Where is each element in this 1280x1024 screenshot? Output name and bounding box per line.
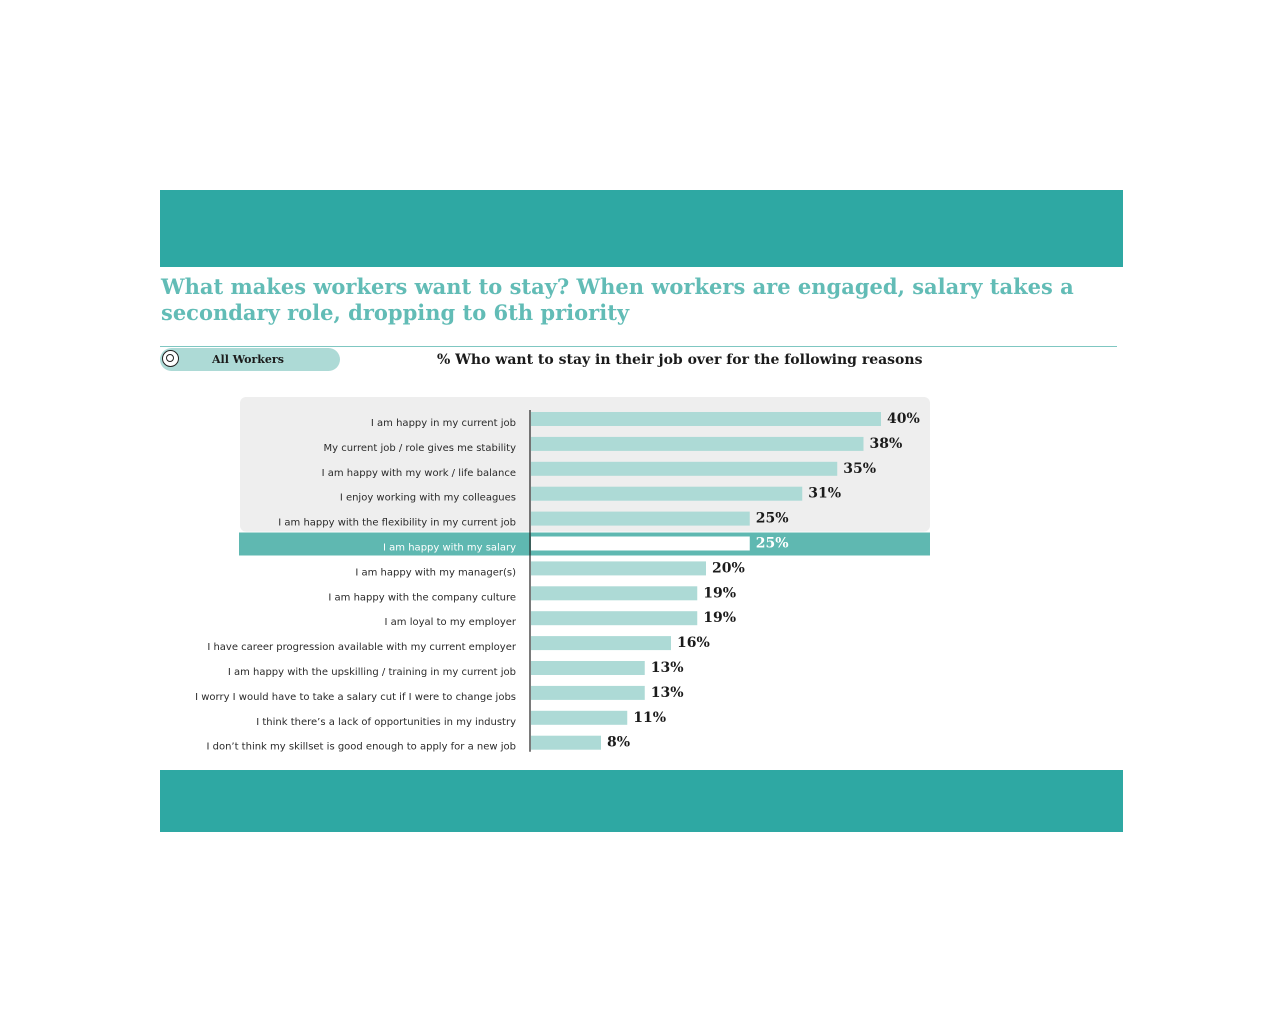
page-title: What makes workers want to stay? When wo… bbox=[161, 274, 1074, 325]
value-label: 19% bbox=[703, 585, 736, 601]
value-label: 8% bbox=[607, 735, 630, 751]
bar bbox=[531, 461, 838, 476]
category-label: I am happy with the upskilling / trainin… bbox=[228, 667, 516, 678]
all-workers-toggle[interactable]: All Workers bbox=[160, 348, 340, 371]
category-label: I am happy with the company culture bbox=[328, 592, 516, 603]
category-label: I worry I would have to take a salary cu… bbox=[195, 692, 516, 703]
category-label: I think there’s a lack of opportunities … bbox=[256, 717, 516, 728]
radio-selected-icon bbox=[162, 350, 179, 367]
bar bbox=[531, 636, 671, 651]
bar bbox=[531, 536, 750, 551]
bar bbox=[531, 436, 864, 451]
category-label: I am happy in my current job bbox=[371, 418, 516, 429]
value-label: 38% bbox=[870, 436, 903, 452]
bar bbox=[531, 412, 881, 426]
value-label: 40% bbox=[887, 411, 920, 427]
bar bbox=[531, 735, 601, 750]
header-band bbox=[160, 190, 1123, 267]
category-label: I don’t think my skillset is good enough… bbox=[206, 742, 516, 753]
value-label: 11% bbox=[633, 710, 666, 726]
category-label: I am happy with the flexibility in my cu… bbox=[278, 518, 516, 529]
divider bbox=[160, 346, 1117, 347]
category-label: I have career progression available with… bbox=[207, 642, 517, 653]
category-label: My current job / role gives me stability bbox=[323, 443, 516, 454]
category-label: I am loyal to my employer bbox=[385, 617, 517, 628]
chart-title: % Who want to stay in their job over for… bbox=[437, 352, 923, 368]
category-label: I am happy with my salary bbox=[383, 543, 516, 554]
value-label: 31% bbox=[808, 486, 841, 502]
value-label: 13% bbox=[651, 685, 684, 701]
value-label: 35% bbox=[843, 461, 876, 477]
category-label: I am happy with my work / life balance bbox=[322, 468, 516, 479]
bar bbox=[531, 561, 706, 576]
value-label: 13% bbox=[651, 660, 684, 676]
category-label: I enjoy working with my colleagues bbox=[340, 493, 516, 504]
bar bbox=[531, 710, 628, 725]
bar bbox=[531, 486, 803, 501]
toggle-label: All Workers bbox=[212, 353, 284, 366]
bar bbox=[531, 661, 645, 675]
value-label: 16% bbox=[677, 635, 710, 651]
value-label: 25% bbox=[756, 536, 789, 552]
bar bbox=[531, 685, 645, 700]
bar bbox=[531, 611, 698, 626]
footer-band bbox=[160, 770, 1123, 832]
value-label: 20% bbox=[712, 560, 745, 576]
bar bbox=[531, 586, 698, 601]
value-label: 25% bbox=[756, 511, 789, 527]
value-label: 19% bbox=[703, 610, 736, 626]
category-label: I am happy with my manager(s) bbox=[355, 567, 516, 578]
bar bbox=[531, 511, 750, 526]
